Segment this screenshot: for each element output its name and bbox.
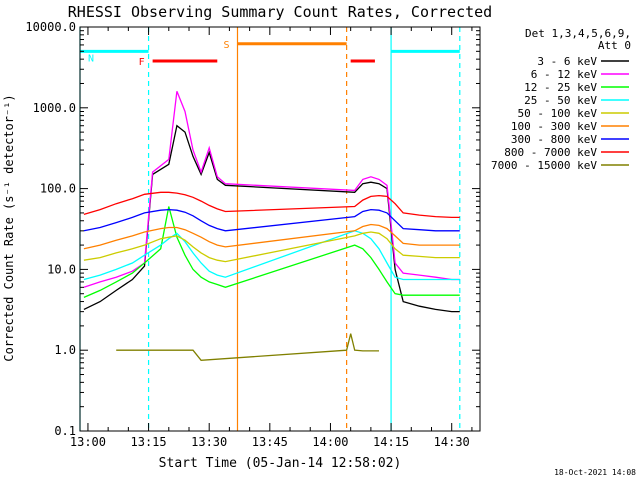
x-tick-label-4: 14:00	[312, 435, 348, 449]
legend-label-0: 3 - 6 keV	[537, 55, 597, 68]
legend-label-2: 12 - 25 keV	[524, 81, 597, 94]
legend-label-5: 100 - 300 keV	[511, 120, 597, 133]
x-tick-label-5: 14:15	[373, 435, 409, 449]
footer-timestamp: 18-Oct-2021 14:08	[554, 468, 636, 477]
legend-label-1: 6 - 12 keV	[531, 68, 598, 81]
y-tick-label-0: 0.1	[54, 424, 76, 438]
series-line-6	[83, 208, 460, 232]
series-line-5	[83, 223, 460, 250]
legend-label-3: 25 - 50 keV	[524, 94, 597, 107]
series-line-4	[83, 231, 460, 263]
x-axis-label: Start Time (05-Jan-14 12:58:02)	[159, 456, 402, 471]
status-label-s: S	[223, 40, 229, 51]
series-line-8	[116, 333, 379, 361]
series-line-0	[83, 124, 460, 313]
plot-area: N F S	[79, 27, 461, 431]
series-line-3	[83, 230, 460, 281]
legend-header-line-1: Det 1,3,4,5,6,9,	[525, 27, 631, 40]
x-tick-label-1: 13:15	[131, 435, 167, 449]
legend-label-8: 7000 - 15000 keV	[491, 159, 597, 172]
status-label-n: N	[88, 53, 94, 64]
x-tick-label-3: 13:45	[252, 435, 288, 449]
series-line-7	[83, 191, 460, 219]
y-tick-label-1: 1.0	[54, 343, 76, 357]
legend-label-4: 50 - 100 keV	[518, 107, 598, 120]
status-label-f: F	[139, 57, 145, 68]
y-tick-label-5: 10000.0	[25, 20, 76, 34]
x-tick-label-6: 14:30	[434, 435, 470, 449]
y-tick-label-4: 1000.0	[33, 101, 76, 115]
legend-header-line-2: Att 0	[598, 39, 631, 52]
axes: 0.1 1.0 10.0 100.0 1000.0 10000.0 13:00 13:15 13…	[25, 20, 481, 449]
chart-title: RHESSI Observing Summary Count Rates, Co…	[68, 3, 492, 21]
x-tick-label-2: 13:30	[191, 435, 227, 449]
y-tick-label-3: 100.0	[40, 182, 76, 196]
legend-label-6: 300 - 800 keV	[511, 133, 597, 146]
legend-label-7: 800 - 7000 keV	[504, 146, 597, 159]
y-axis-label: Corrected Count Rate (s⁻¹ detector⁻¹)	[2, 94, 16, 361]
series-line-2	[83, 206, 460, 298]
x-tick-label-0: 13:00	[70, 435, 106, 449]
y-tick-label-2: 10.0	[47, 262, 76, 276]
plot-frame	[79, 26, 481, 432]
